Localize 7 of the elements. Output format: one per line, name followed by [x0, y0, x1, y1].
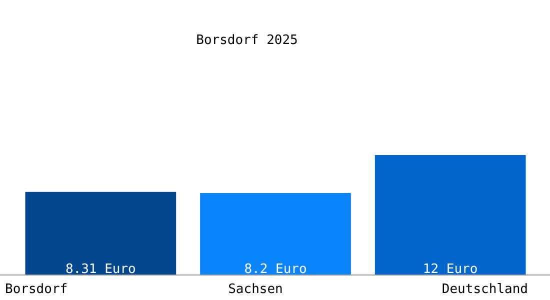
- data-label: 8.31 Euro: [65, 262, 136, 277]
- data-label: 8.2 Euro: [244, 262, 307, 277]
- chart-title: Borsdorf 2025: [196, 33, 298, 48]
- x-tick-label: Deutschland: [442, 282, 528, 297]
- x-tick-label: Borsdorf: [5, 282, 68, 297]
- x-tick-label: Sachsen: [228, 282, 283, 297]
- data-label: 12 Euro: [422, 262, 478, 277]
